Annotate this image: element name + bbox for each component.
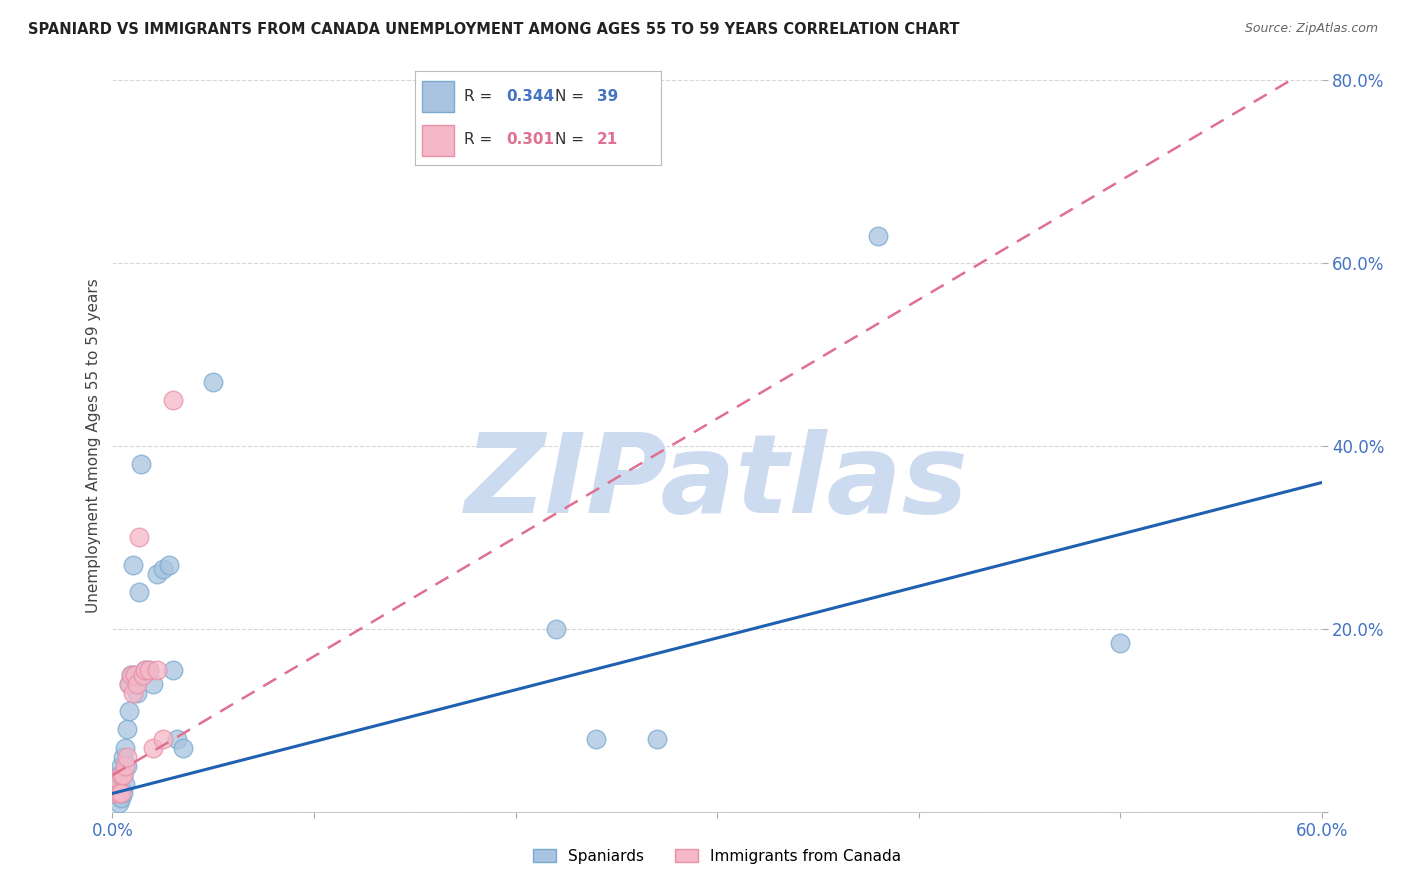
Point <box>107 787 129 801</box>
Text: R =: R = <box>464 89 498 104</box>
Point <box>114 777 136 791</box>
Point <box>142 676 165 690</box>
Point <box>157 558 180 572</box>
Point <box>105 777 128 791</box>
Point <box>107 768 129 782</box>
Point <box>152 562 174 576</box>
Point <box>134 663 156 677</box>
Point <box>115 723 138 737</box>
Point <box>110 787 132 801</box>
FancyBboxPatch shape <box>422 81 454 112</box>
Point <box>125 686 148 700</box>
Legend: Spaniards, Immigrants from Canada: Spaniards, Immigrants from Canada <box>527 843 907 870</box>
Y-axis label: Unemployment Among Ages 55 to 59 years: Unemployment Among Ages 55 to 59 years <box>86 278 101 614</box>
Point <box>105 777 128 791</box>
Point <box>111 749 134 764</box>
Point <box>132 667 155 681</box>
Point <box>114 759 136 773</box>
Point <box>129 458 152 472</box>
Point <box>110 768 132 782</box>
Point <box>114 740 136 755</box>
Point <box>117 704 139 718</box>
Point <box>107 787 129 801</box>
Point <box>121 667 143 681</box>
Point <box>117 676 139 690</box>
Point <box>645 731 668 746</box>
Point <box>120 667 142 681</box>
Point <box>162 663 184 677</box>
Point <box>162 393 184 408</box>
Point <box>103 787 125 801</box>
Point <box>134 663 156 677</box>
Point <box>146 663 169 677</box>
Text: ZIPatlas: ZIPatlas <box>465 429 969 536</box>
Point <box>202 375 225 389</box>
Point <box>868 228 890 243</box>
Point <box>120 667 142 681</box>
Point <box>142 740 165 755</box>
Point <box>138 663 160 677</box>
Point <box>124 667 146 681</box>
Point <box>117 676 139 690</box>
Point <box>115 759 138 773</box>
Point <box>1109 635 1132 649</box>
Text: N =: N = <box>555 89 589 104</box>
Point <box>105 781 128 796</box>
Point <box>111 768 134 782</box>
Point <box>166 731 188 746</box>
Point <box>138 663 160 677</box>
Point <box>152 731 174 746</box>
Point <box>585 731 607 746</box>
Text: 21: 21 <box>596 132 619 147</box>
Text: 0.344: 0.344 <box>506 89 554 104</box>
Text: SPANIARD VS IMMIGRANTS FROM CANADA UNEMPLOYMENT AMONG AGES 55 TO 59 YEARS CORREL: SPANIARD VS IMMIGRANTS FROM CANADA UNEMP… <box>28 22 960 37</box>
Point <box>121 686 143 700</box>
Point <box>125 676 148 690</box>
Point <box>110 781 132 796</box>
Text: Source: ZipAtlas.com: Source: ZipAtlas.com <box>1244 22 1378 36</box>
Point <box>172 740 194 755</box>
Point <box>110 791 132 805</box>
Point <box>128 585 150 599</box>
Point <box>111 787 134 801</box>
Point <box>128 530 150 544</box>
Point <box>544 622 567 636</box>
Text: R =: R = <box>464 132 498 147</box>
FancyBboxPatch shape <box>422 125 454 156</box>
Point <box>107 796 129 810</box>
Text: 0.301: 0.301 <box>506 132 554 147</box>
Point <box>103 787 125 801</box>
Point <box>110 759 132 773</box>
Text: N =: N = <box>555 132 589 147</box>
Point <box>121 558 143 572</box>
Point <box>111 768 134 782</box>
Point <box>115 749 138 764</box>
Point <box>146 567 169 582</box>
Text: 39: 39 <box>596 89 619 104</box>
